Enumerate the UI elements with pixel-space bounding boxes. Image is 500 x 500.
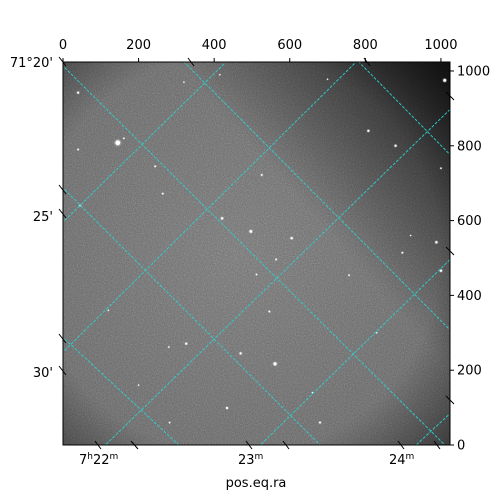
top-pixel-axis: 0 200 400 600 800 1000 <box>59 38 457 62</box>
image-corner-shade <box>63 62 450 445</box>
star <box>311 391 314 394</box>
x-tick-label: 1000 <box>424 38 457 53</box>
x-tick-label: 800 <box>353 38 378 53</box>
plot-frame <box>62 61 451 446</box>
dec-tick-label: 71°20' <box>10 56 53 71</box>
ra-tick-mark <box>397 440 405 450</box>
grid-line <box>358 62 450 156</box>
star <box>168 346 170 348</box>
star <box>255 273 258 276</box>
ra-tick-label: 23m <box>238 452 263 468</box>
star <box>161 192 164 195</box>
star <box>185 342 188 345</box>
star <box>290 236 293 240</box>
coordinate-grid <box>63 62 450 445</box>
ra-tick-mark <box>245 440 253 450</box>
x-tick-label: 200 <box>126 38 151 53</box>
ra-tick-mark <box>94 440 102 450</box>
star <box>348 274 350 276</box>
star <box>439 269 443 272</box>
ra-tick-mark-top <box>363 57 371 67</box>
stars <box>76 73 448 425</box>
ra-tick-label: 24m <box>389 452 414 468</box>
star <box>115 140 121 146</box>
star <box>154 165 157 168</box>
dec-tick-mark <box>58 365 67 376</box>
grid-line <box>259 258 450 445</box>
star <box>435 241 438 244</box>
star <box>318 421 321 424</box>
grid-line <box>63 187 321 445</box>
dec-tick-mark <box>58 333 67 344</box>
x-tick-label: 400 <box>202 38 227 53</box>
y-tick-label: 200 <box>457 364 482 379</box>
dec-tick-mark <box>58 184 67 195</box>
y-tick-label: 0 <box>457 439 465 454</box>
star <box>440 167 442 170</box>
star <box>77 91 80 94</box>
star <box>77 148 80 151</box>
star <box>401 251 404 254</box>
ra-tick-mark-top <box>187 57 195 67</box>
dec-tick-label: 30' <box>33 366 53 381</box>
grid-line <box>183 62 450 331</box>
star <box>260 174 263 176</box>
dec-tick-mark-right <box>445 91 455 101</box>
star <box>409 234 412 237</box>
grid-line <box>63 62 227 223</box>
right-pixel-axis: 0 200 400 600 800 1000 <box>450 64 490 454</box>
star <box>107 309 110 312</box>
y-tick-label: 600 <box>457 214 482 229</box>
star <box>375 332 378 334</box>
x-tick-label: 0 <box>59 38 67 53</box>
star <box>219 74 221 76</box>
dec-tick-mark-right <box>445 246 455 256</box>
grid-line <box>63 62 357 353</box>
x-tick-label: 600 <box>277 38 302 53</box>
star <box>225 406 229 410</box>
star <box>273 362 277 366</box>
star <box>220 217 224 220</box>
star <box>183 81 185 83</box>
dec-tick-mark <box>58 208 67 219</box>
grid-line <box>415 412 450 445</box>
star <box>249 230 253 233</box>
star <box>367 129 370 132</box>
grid-line <box>63 336 180 445</box>
star <box>239 352 242 355</box>
dec-tick-label: 25' <box>33 210 53 225</box>
ra-tick-label: 7h22m <box>79 452 118 468</box>
star <box>168 421 171 424</box>
grid-line <box>104 108 450 445</box>
star <box>443 78 447 82</box>
y-tick-label: 1000 <box>457 64 490 79</box>
y-tick-label: 400 <box>457 289 482 304</box>
star <box>394 144 397 147</box>
ra-tick-mark <box>130 440 139 450</box>
ra-tick-mark <box>433 440 441 450</box>
dec-tick-mark-right <box>445 395 455 405</box>
star <box>326 78 329 80</box>
x-axis-title: pos.eq.ra <box>226 476 287 491</box>
star <box>137 384 140 386</box>
star <box>268 310 271 313</box>
sky-image <box>63 62 450 445</box>
y-tick-label: 800 <box>457 139 482 154</box>
star <box>123 137 125 140</box>
grid-line <box>63 65 446 445</box>
star <box>275 258 278 261</box>
world-coordinate-ticks <box>58 56 455 450</box>
ra-tick-mark <box>282 440 290 450</box>
dec-tick-mark <box>58 56 67 67</box>
